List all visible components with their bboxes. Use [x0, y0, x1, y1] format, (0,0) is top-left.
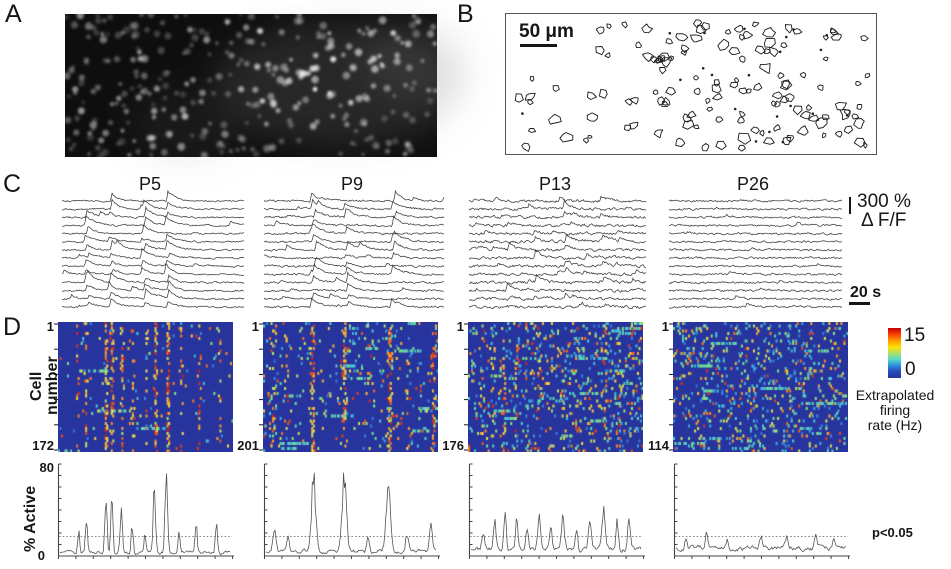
- cell-outlines-drawing: [514, 19, 871, 152]
- colorbar-max-label: 15: [904, 325, 926, 346]
- amplitude-scale-unit: Δ F/F: [861, 210, 907, 231]
- percent-active-axis-label: % Active: [22, 485, 39, 553]
- active-ymax-label: 80: [39, 460, 54, 475]
- fluorescence-image: [63, 10, 470, 164]
- firing-rate-heatmap-p26: [673, 322, 848, 452]
- percent-active-plot-p26: [673, 463, 850, 559]
- heatmap-first-cell-label: 1: [251, 319, 259, 334]
- colorbar-caption: Extrapolated firing rate (Hz): [838, 388, 951, 433]
- calcium-traces-p13: [468, 195, 647, 310]
- significance-label: p<0.05: [872, 525, 913, 540]
- firing-rate-heatmap-p13: [468, 322, 643, 452]
- calcium-traces-p26: [668, 199, 843, 309]
- percent-active-plot-p13: [468, 463, 645, 559]
- heatmap-cell-count-p26: 114: [648, 438, 669, 453]
- colorbar-gradient: [888, 328, 901, 378]
- calcium-traces-p5: [61, 189, 245, 309]
- panel-a-label: A: [5, 0, 22, 28]
- heatmap-cell-count-p9: 201: [237, 438, 259, 453]
- trace-group-title-p26: P26: [736, 174, 770, 194]
- panel-d-label: D: [3, 313, 22, 341]
- heatmap-first-cell-label: 1: [456, 319, 464, 334]
- scale-bar-line: [520, 44, 557, 47]
- time-scalebar-line: [849, 302, 870, 305]
- trace-group-title-p9: P9: [340, 174, 364, 194]
- heatmap-cell-count-p5: 172: [32, 438, 54, 453]
- percent-active-plot-p5: [57, 463, 234, 559]
- cell-outline-map: 50 μm: [505, 13, 877, 155]
- colorbar-caption-line-2: firing: [879, 402, 911, 418]
- panel-b-label: B: [457, 0, 474, 28]
- heatmap-cell-count-p13: 176: [442, 438, 464, 453]
- percent-active-plot-p9: [263, 463, 440, 559]
- active-ymin-label: 0: [37, 548, 45, 563]
- heatmap-first-cell-label: 1: [661, 319, 669, 334]
- firing-rate-heatmap-p9: [263, 322, 438, 452]
- heatmap-y-ticks: [259, 323, 263, 451]
- firing-rate-heatmap-p5: [58, 322, 233, 452]
- colorbar-min-label: 0: [905, 359, 916, 380]
- heatmap-y-ticks: [669, 323, 673, 451]
- amplitude-scale-value: 300 %: [857, 191, 911, 212]
- amplitude-scalebar-line: [849, 197, 852, 214]
- trace-group-title-p5: P5: [138, 174, 162, 194]
- scale-bar-label: 50 μm: [519, 21, 574, 42]
- panel-c-label: C: [3, 170, 22, 198]
- colorbar-caption-line-1: Extrapolated: [855, 387, 935, 403]
- heatmap-y-ticks: [54, 323, 58, 451]
- calcium-traces-p9: [263, 189, 445, 309]
- colorbar-caption-line-3: rate (Hz): [867, 417, 923, 433]
- time-scale-label: 20 s: [850, 284, 882, 301]
- heatmap-y-ticks: [464, 323, 468, 451]
- trace-group-title-p13: P13: [538, 174, 572, 194]
- heatmap-first-cell-label: 1: [46, 319, 54, 334]
